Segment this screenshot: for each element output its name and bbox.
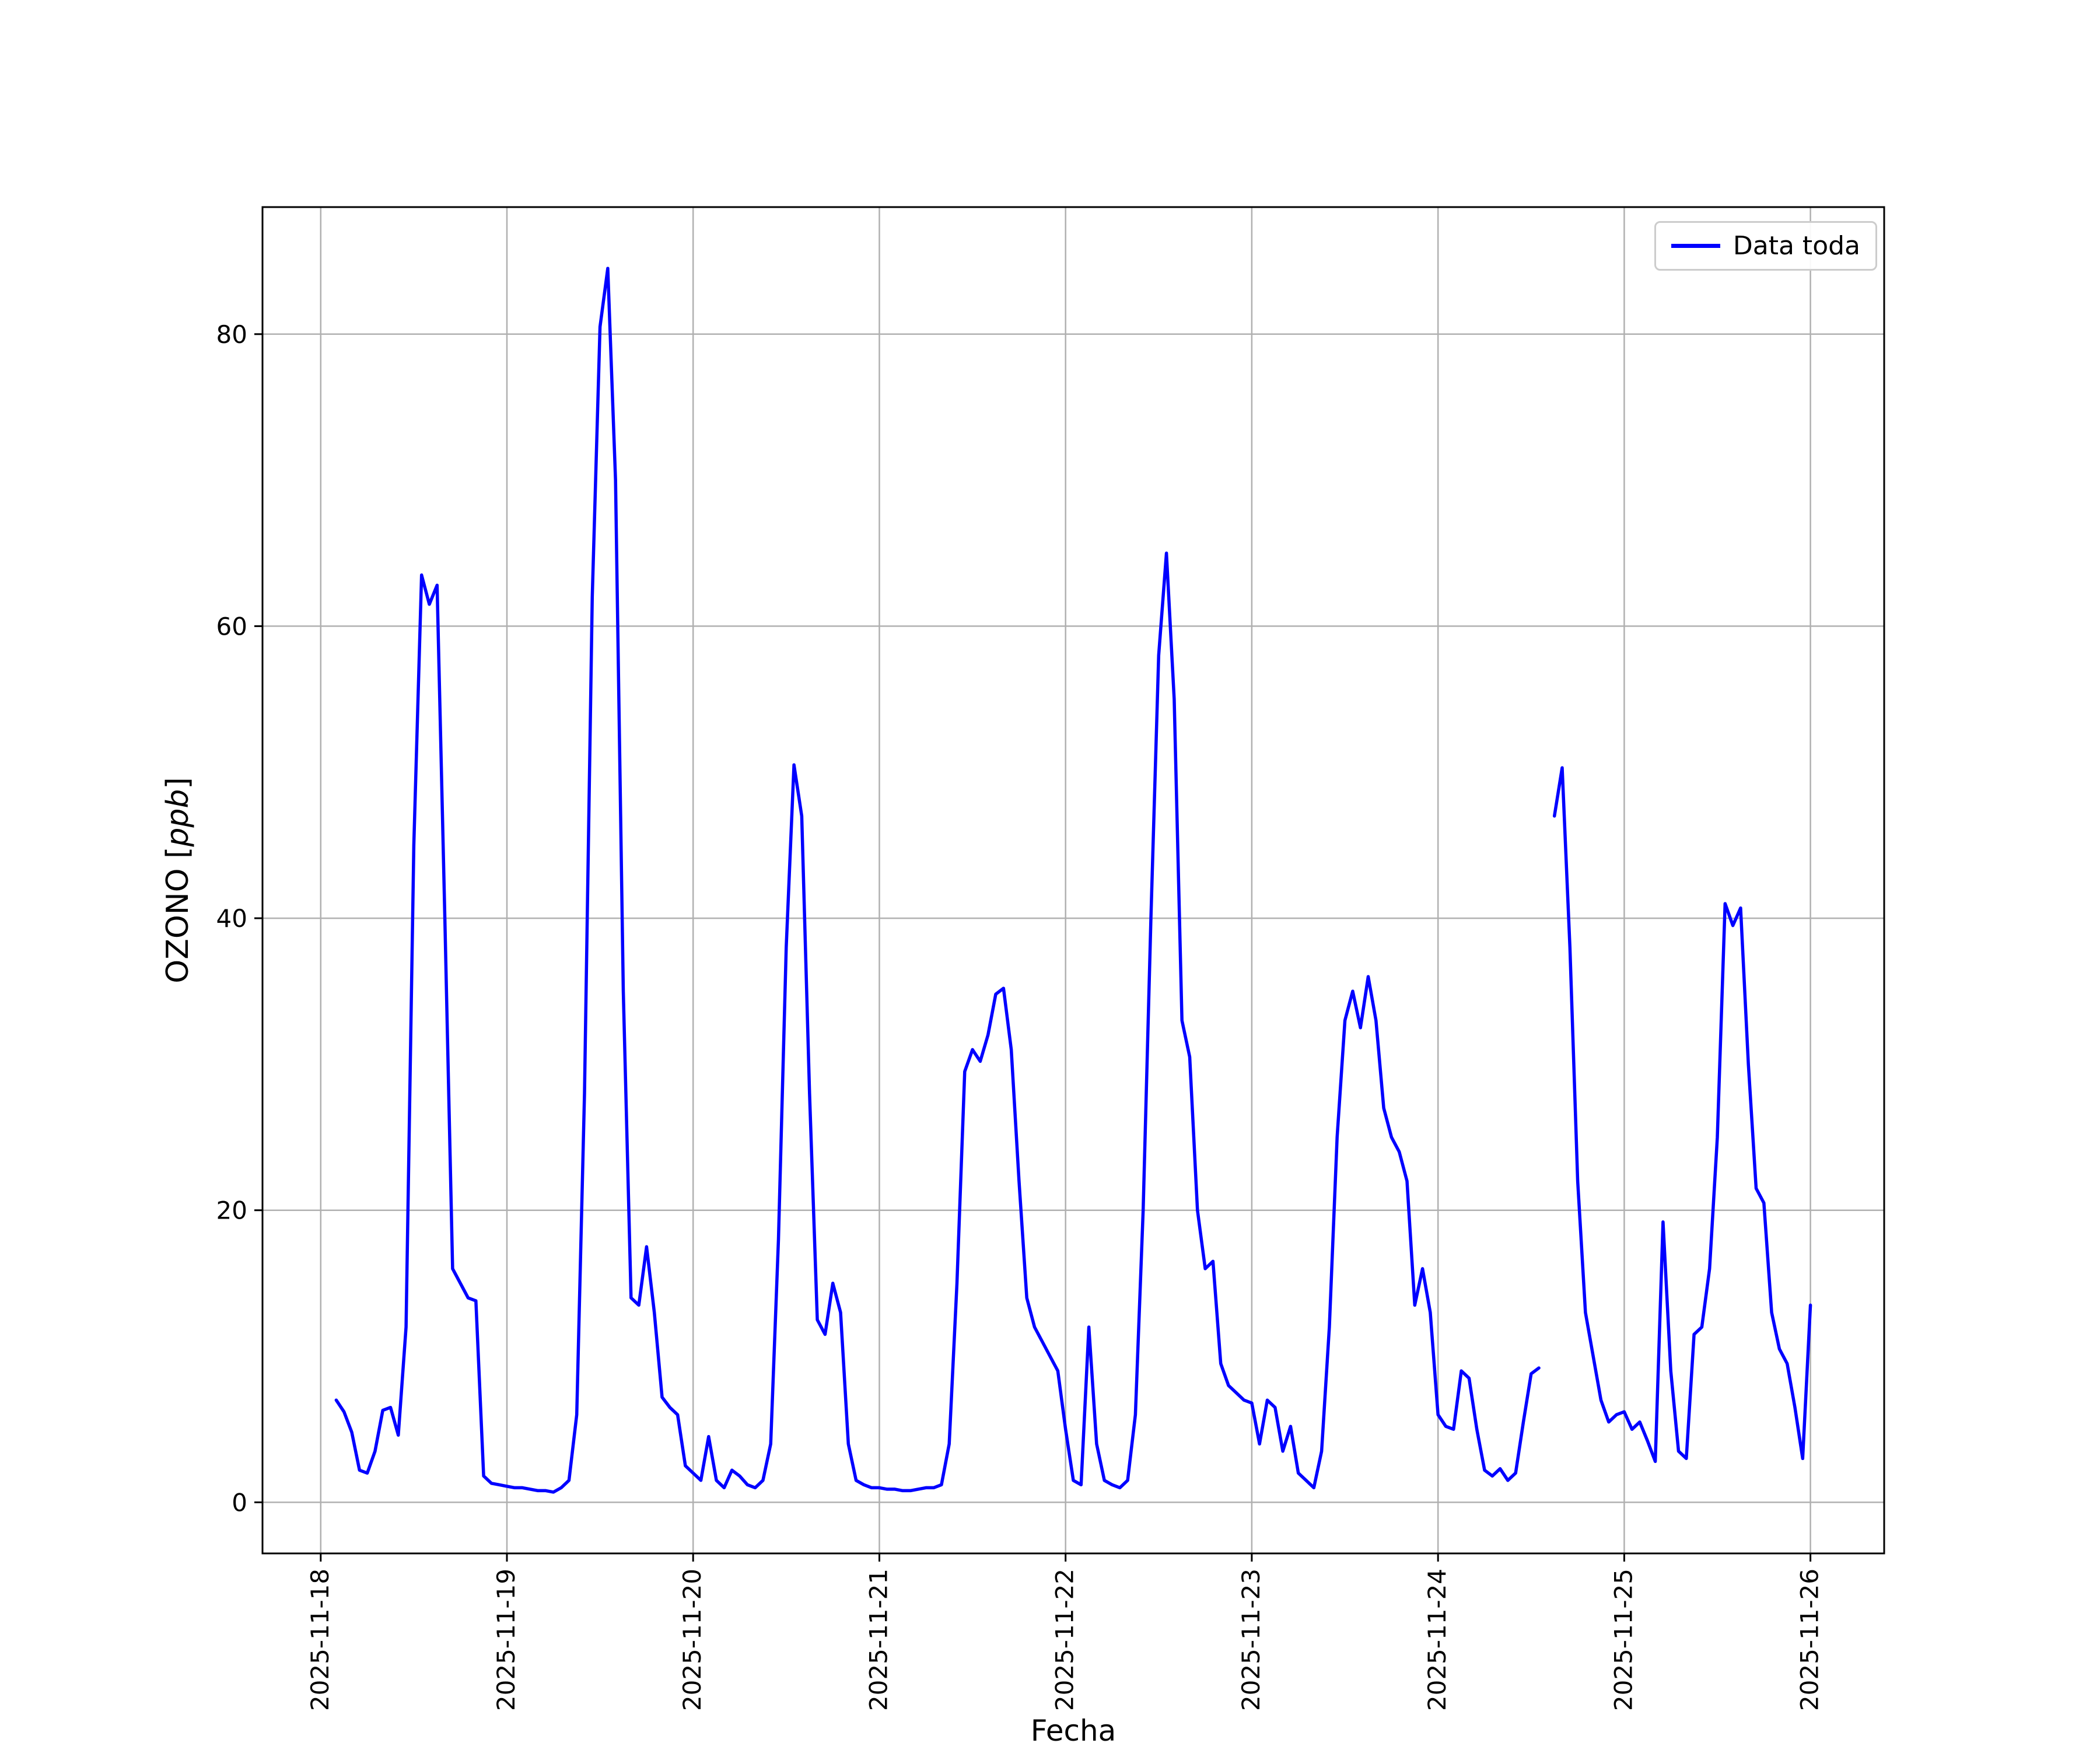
y-tick-label: 20 — [216, 1196, 247, 1225]
y-axis-title-close: ] — [160, 777, 195, 789]
legend-label: Data toda — [1732, 231, 1860, 261]
x-tick-label: 2025-11-19 — [492, 1569, 520, 1711]
legend: Data toda — [1654, 221, 1877, 271]
x-axis-title: Fecha — [1030, 1714, 1116, 1748]
y-tick-label: 60 — [216, 612, 247, 640]
x-tick-label: 2025-11-24 — [1423, 1569, 1451, 1711]
x-tick-label: 2025-11-23 — [1237, 1569, 1265, 1711]
x-tick-label: 2025-11-21 — [864, 1569, 893, 1711]
y-axis-title-unit: ppb — [160, 789, 195, 847]
x-tick-label: 2025-11-22 — [1051, 1569, 1079, 1711]
y-axis-title: OZONO [ppb] — [160, 777, 195, 983]
y-axis-title-text: OZONO [ — [160, 846, 195, 984]
x-tick-label: 2025-11-25 — [1609, 1569, 1637, 1711]
x-tick-label: 2025-11-20 — [678, 1569, 706, 1711]
x-tick-label: 2025-11-26 — [1796, 1569, 1824, 1711]
x-tick-label: 2025-11-18 — [306, 1569, 334, 1711]
y-tick-label: 40 — [216, 904, 247, 933]
y-tick-label: 0 — [232, 1488, 247, 1517]
y-tick-label: 80 — [216, 320, 247, 349]
legend-line-sample — [1671, 244, 1720, 248]
data-line — [334, 267, 1812, 1494]
plot-border — [261, 206, 1885, 1555]
